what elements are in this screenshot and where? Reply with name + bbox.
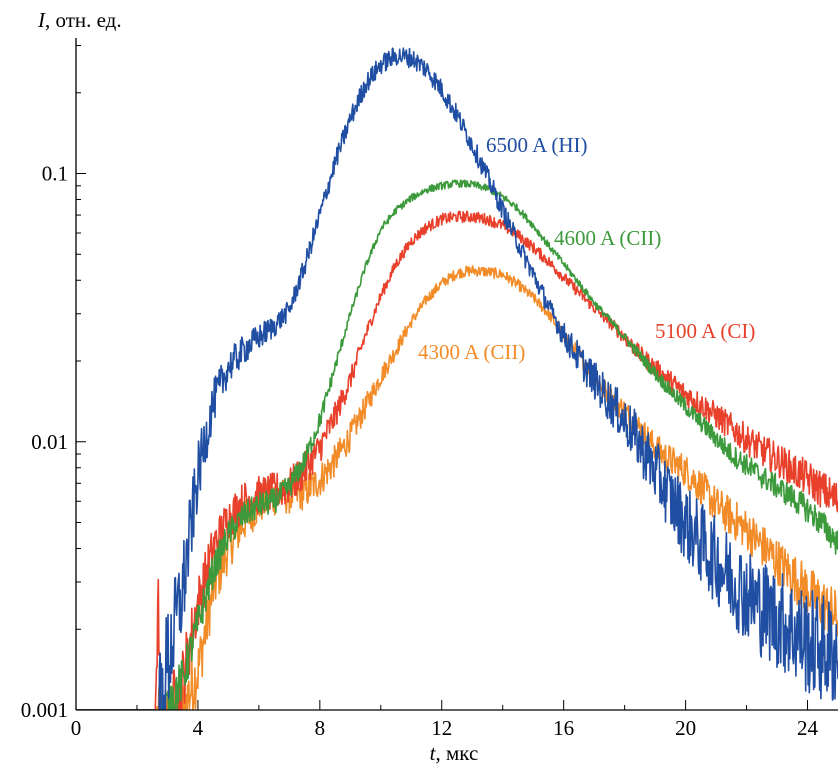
- y-axis-symbol: I: [37, 8, 46, 32]
- y-axis-title: I, отн. ед.: [37, 8, 122, 32]
- series-labels: 6500 A (HI) 4600 A (CII) 5100 A (CI) 430…: [418, 133, 755, 364]
- series-line: [76, 210, 838, 710]
- series-label-cii-4300: 4300 A (CII): [418, 340, 525, 364]
- x-tick-label: 0: [71, 716, 82, 740]
- series-label-hi-6500: 6500 A (HI): [486, 133, 588, 157]
- plot-area: [76, 47, 838, 710]
- x-axis-unit: , мкс: [436, 741, 479, 765]
- x-tick-label: 8: [315, 716, 326, 740]
- series-label-cii-4600: 4600 A (CII): [554, 226, 661, 250]
- x-axis-title: t, мкс: [430, 741, 479, 765]
- x-tick-label: 16: [553, 716, 574, 740]
- series-line: [76, 179, 838, 710]
- x-tick-label: 12: [431, 716, 452, 740]
- axes: 0 4 8 12 16 20 24 0.001 0.01 0.1: [21, 38, 838, 740]
- y-tick-label: 0.01: [31, 430, 68, 454]
- x-tick-label: 20: [675, 716, 696, 740]
- x-axis-symbol: t: [430, 741, 437, 765]
- series-line: [76, 47, 838, 710]
- x-tick-label: 4: [193, 716, 204, 740]
- x-tick-label: 24: [797, 716, 819, 740]
- y-axis-unit: , отн. ед.: [45, 8, 122, 32]
- y-tick-label: 0.001: [21, 698, 68, 722]
- series-line: [76, 265, 838, 710]
- y-tick-label: 0.1: [42, 162, 68, 186]
- series-label-ci-5100: 5100 A (CI): [655, 319, 755, 343]
